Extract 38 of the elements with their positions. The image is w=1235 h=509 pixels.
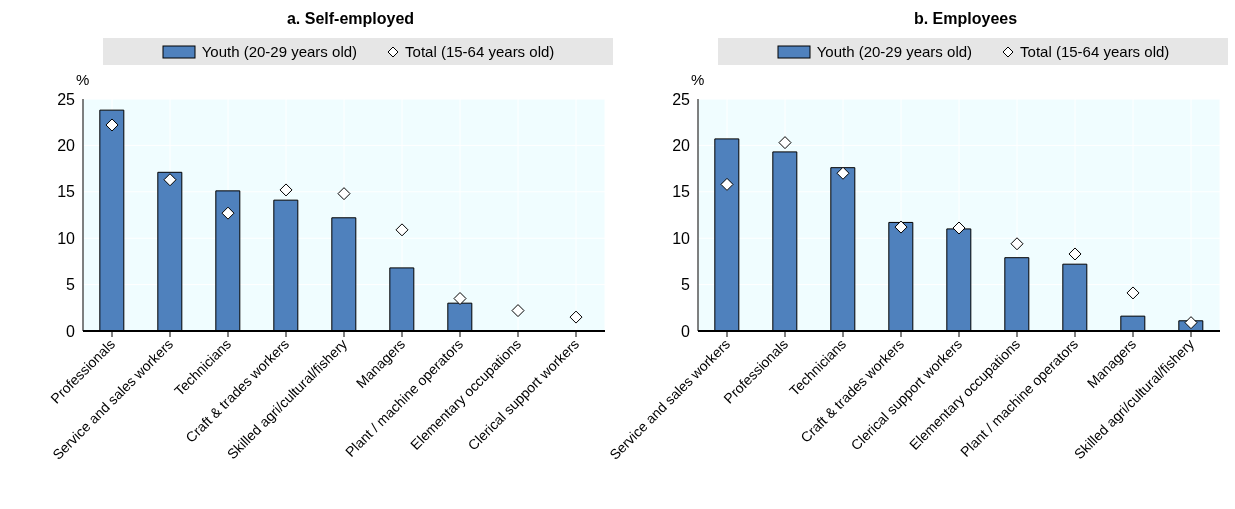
chart-title: a. Self-employed xyxy=(285,10,416,28)
y-tick-label: 5 xyxy=(66,276,76,294)
point xyxy=(453,292,467,306)
legend-label: Youth (20-29 years old) xyxy=(201,43,358,60)
point xyxy=(105,118,119,132)
y-tick-label: 15 xyxy=(672,183,691,201)
point xyxy=(395,223,409,237)
chart-title: b. Employees xyxy=(912,10,1019,28)
y-axis-title: % xyxy=(76,71,90,88)
point xyxy=(952,221,966,235)
point xyxy=(569,310,583,324)
y-tick-label: 0 xyxy=(66,322,76,340)
legend-label: Total (15-64 years old) xyxy=(405,43,555,60)
point xyxy=(720,177,734,191)
y-tick-label: 15 xyxy=(57,183,76,201)
point xyxy=(1184,316,1198,330)
y-tick-label: 25 xyxy=(57,90,76,108)
point xyxy=(894,220,908,234)
y-tick-label: 10 xyxy=(57,229,76,247)
y-tick-label: 10 xyxy=(672,229,691,247)
y-tick-label: 20 xyxy=(57,137,76,155)
y-tick-label: 5 xyxy=(681,276,691,294)
y-tick-label: 20 xyxy=(672,137,691,155)
point xyxy=(511,304,525,318)
legend-label: Total (15-64 years old) xyxy=(1020,43,1170,60)
point xyxy=(163,173,177,187)
point xyxy=(337,187,351,201)
y-axis-title: % xyxy=(691,71,705,88)
point xyxy=(1068,247,1082,261)
point xyxy=(279,183,293,197)
y-tick-label: 25 xyxy=(672,90,691,108)
point xyxy=(221,206,235,220)
legend-label: Youth (20-29 years old) xyxy=(816,43,973,60)
point xyxy=(836,166,850,180)
point xyxy=(1010,237,1024,251)
point xyxy=(778,136,792,150)
point xyxy=(1126,286,1140,300)
y-tick-label: 0 xyxy=(681,322,691,340)
